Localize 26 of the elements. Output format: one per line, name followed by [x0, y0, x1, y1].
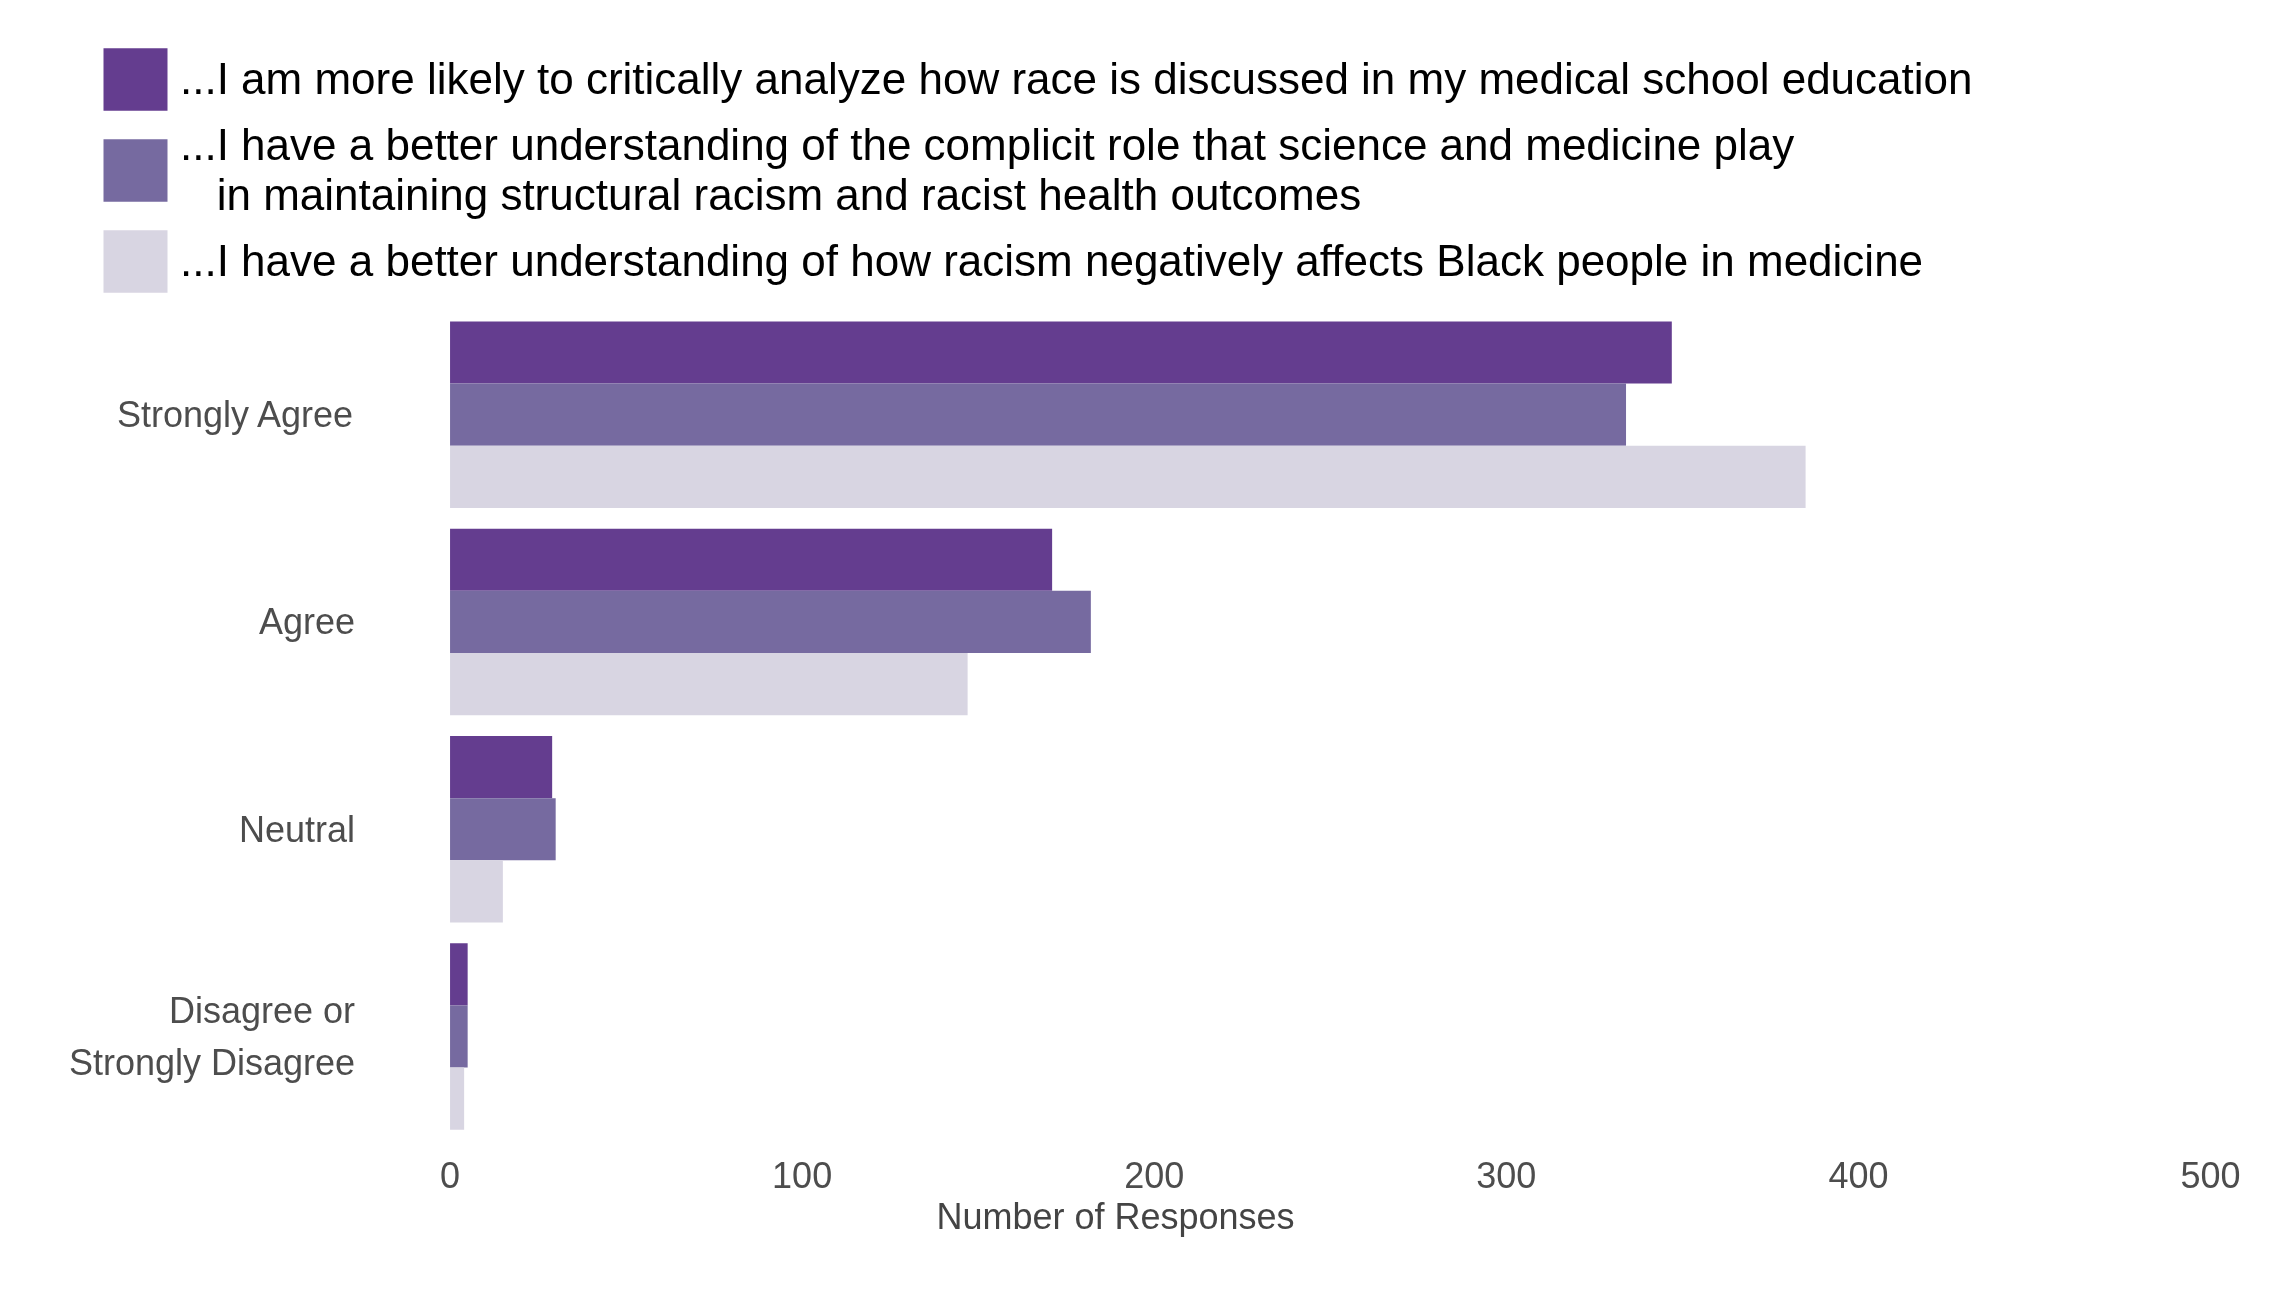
legend-label: ...I have a better understanding of the complicit role that science and medicine play in maintaining structural racism and racist health outcomes: [180, 120, 1795, 220]
x-tick-label: 300: [1476, 1154, 1537, 1196]
bar: [450, 590, 1091, 654]
y-tick-label: Agree: [258, 601, 356, 643]
x-tick-label: 500: [2180, 1154, 2241, 1196]
bar: [450, 860, 503, 923]
bar: [450, 735, 553, 799]
bar: [450, 653, 968, 716]
bar: [450, 321, 1672, 384]
x-tick-label: 400: [1828, 1154, 1889, 1196]
y-tick-label: Strongly Agree: [116, 394, 354, 436]
legend-label: ...I am more likely to critically analyze how race is discussed in my medical school education: [180, 54, 1973, 104]
bar: [450, 798, 556, 861]
bar: [450, 445, 1806, 508]
bar: [450, 943, 468, 1006]
y-tick-label: Disagree or Strongly Disagree: [68, 990, 356, 1083]
legend-label: ...I have a better understanding of how racism negatively affects Black people in medicine: [180, 236, 1924, 286]
x-axis-title: Number of Responses: [936, 1195, 1295, 1237]
x-tick-label: 0: [440, 1154, 461, 1196]
bar: [450, 1005, 468, 1068]
bar: [450, 383, 1627, 446]
x-tick-label: 200: [1124, 1154, 1185, 1196]
bar: [450, 1067, 465, 1130]
x-tick-label: 100: [772, 1154, 833, 1196]
y-tick-label: Neutral: [239, 808, 356, 850]
bar: [450, 528, 1053, 591]
